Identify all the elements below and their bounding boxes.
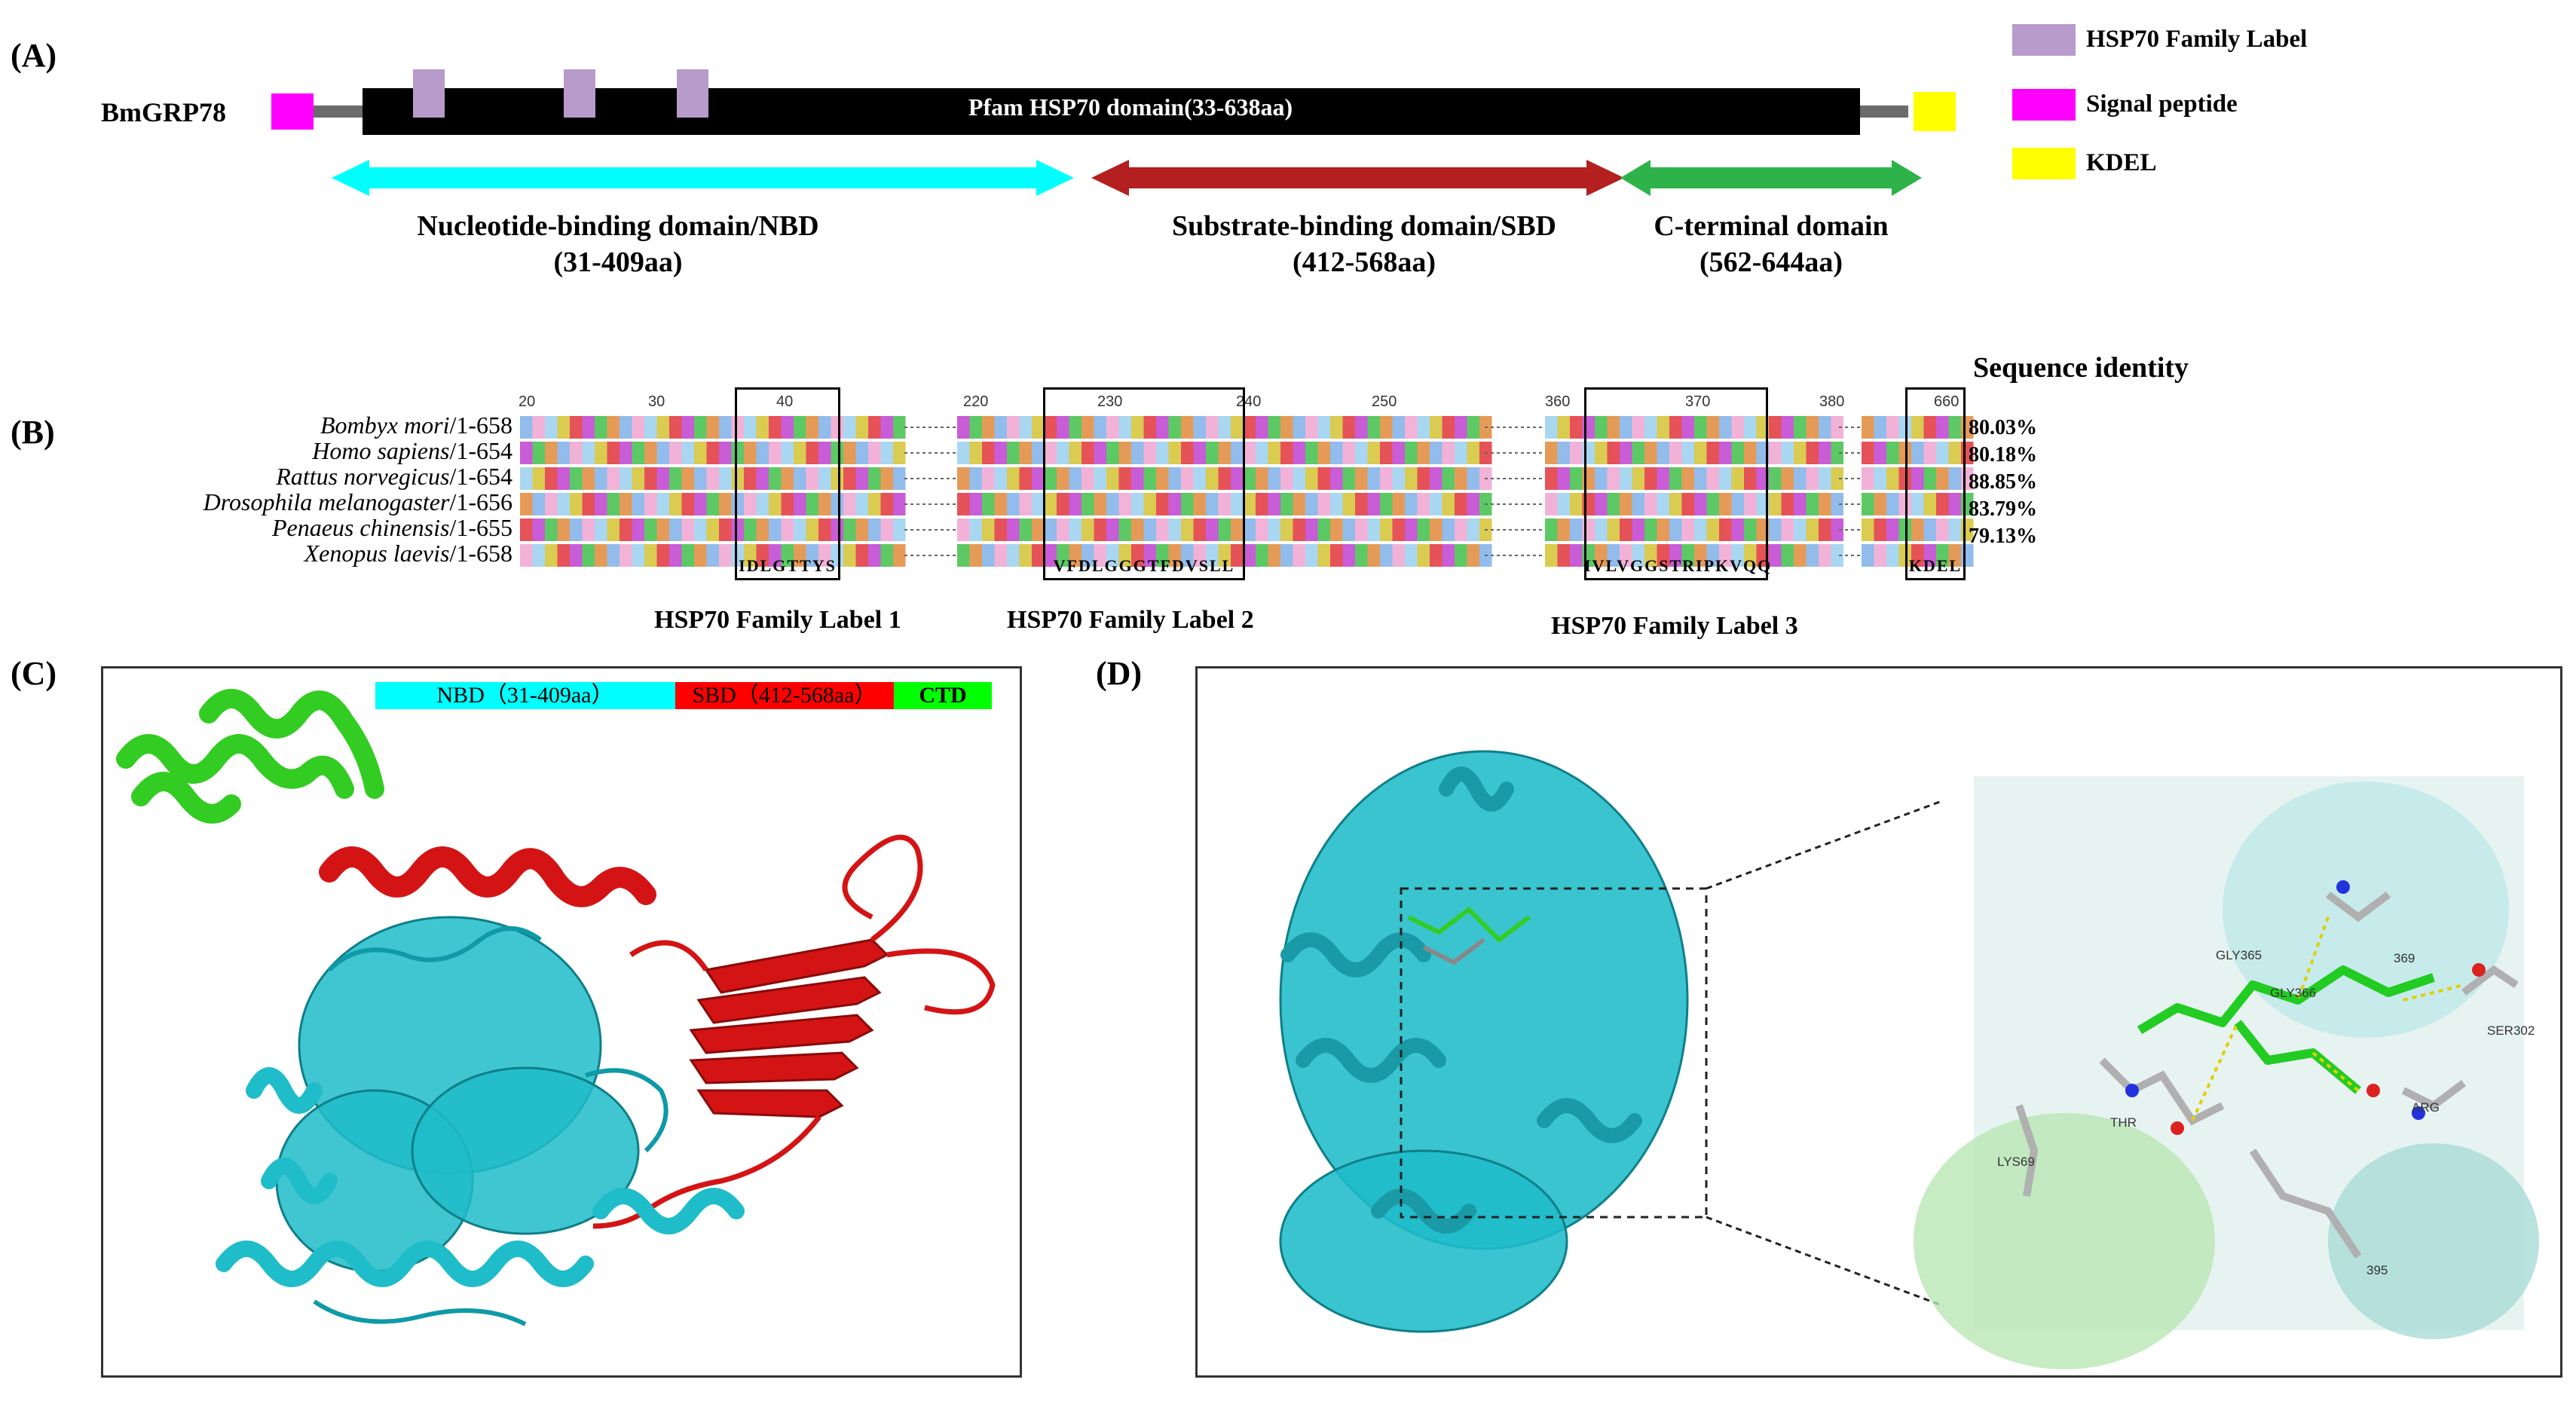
motif-box-kdel xyxy=(1905,387,1966,580)
species-label: Bombyx mori/1-658 xyxy=(320,411,512,439)
ctd-domain-range: (562-644aa) xyxy=(1699,246,1843,278)
legend-label-signal: Signal peptide xyxy=(2086,90,2238,118)
zoom-inset xyxy=(1914,776,2539,1369)
residue-label: GLY365 xyxy=(2216,948,2262,962)
sbd-loops xyxy=(592,834,996,1229)
legend-swatch-kdel xyxy=(2012,148,2076,179)
species-label: Homo sapiens/1-654 xyxy=(312,437,512,464)
kdel-box xyxy=(1914,92,1956,131)
alignment-tick: 370 xyxy=(1685,393,1711,410)
alignment-tick: 30 xyxy=(648,393,665,410)
species-label: Xenopus laevis/1-658 xyxy=(304,540,512,567)
nbd-body xyxy=(275,916,640,1273)
alignment-tick: 20 xyxy=(519,393,536,410)
legend-ctd: CTD xyxy=(894,682,992,709)
species-label: Rattus norvegicus/1-654 xyxy=(276,463,512,490)
zoom-connector-top xyxy=(1706,799,1944,890)
motif-label-1: HSP70 Family Label 1 xyxy=(654,606,901,634)
legend-label-hsp70: HSP70 Family Label xyxy=(2086,26,2308,53)
sbd-helix xyxy=(319,846,656,907)
identity-value: 80.18% xyxy=(1969,443,2037,466)
alignment-tick: 230 xyxy=(1097,393,1123,410)
legend-label-kdel: KDEL xyxy=(2086,149,2157,176)
alignment-tick: 360 xyxy=(1545,393,1571,410)
residue-label: THR xyxy=(2110,1115,2137,1130)
sequence-identity-header: Sequence identity xyxy=(1973,352,2189,384)
legend-sbd: SBD（412-568aa） xyxy=(675,682,894,709)
pfam-domain-label: Pfam HSP70 domain(33-638aa) xyxy=(968,93,1293,121)
hsp70-family-label-2 xyxy=(564,69,595,118)
alignment-tick: 40 xyxy=(776,393,794,410)
residue-label: 395 xyxy=(2366,1263,2388,1277)
legend-swatch-signal xyxy=(2012,89,2076,121)
sbd-domain-name: Substrate-binding domain/SBD xyxy=(1172,210,1556,242)
zoom-region-box xyxy=(1400,887,1708,1219)
zoom-connector-bottom xyxy=(1706,1216,1944,1308)
protein-name: BmGRP78 xyxy=(101,97,226,127)
motif-box-3 xyxy=(1584,387,1768,580)
sbd-arrow xyxy=(1091,160,1624,196)
panel-c-frame xyxy=(101,666,1022,1378)
alignment-tick: 250 xyxy=(1372,393,1397,410)
ligand-site xyxy=(1407,907,1531,965)
motif-box-2 xyxy=(1043,387,1245,580)
identity-value: 83.79% xyxy=(1969,497,2037,521)
signal-peptide-box xyxy=(271,93,314,130)
nbd-arrow xyxy=(332,160,1074,196)
sbd-beta-sheet xyxy=(689,938,889,1118)
species-label: Penaeus chinensis/1-655 xyxy=(271,514,512,541)
identity-value: 79.13% xyxy=(1969,525,2037,548)
hsp70-family-label-3 xyxy=(677,69,708,118)
alignment-tick: 240 xyxy=(1236,393,1262,410)
residue-label: SER302 xyxy=(2487,1023,2535,1038)
nbd-helices xyxy=(216,1067,745,1287)
motif-box-1 xyxy=(735,387,840,580)
legend-nbd: NBD（31-409aa） xyxy=(375,682,675,709)
residue-label: ARG xyxy=(2412,1100,2440,1115)
hsp70-family-label-1 xyxy=(413,69,445,118)
docked-protein-helices xyxy=(1280,766,1642,1234)
nbd-loops xyxy=(313,926,668,1326)
panel-d-letter: (D) xyxy=(1096,655,1143,692)
identity-value: 80.03% xyxy=(1969,416,2037,439)
alignment-tick: 660 xyxy=(1934,393,1960,410)
motif-seq-kdel: KDEL xyxy=(1908,556,1963,575)
motif-seq-2: VFDLGGGTFDVSLL xyxy=(1053,556,1235,575)
protein-structure-d xyxy=(1279,750,2539,1369)
nbd-domain-range: (31-409aa) xyxy=(553,246,683,278)
residue-label: LYS69 xyxy=(1997,1155,2035,1169)
motif-seq-3: IVLVGGSTRIPKVQQ xyxy=(1584,556,1773,575)
panel-d-frame xyxy=(1195,666,2562,1378)
species-label: Drosophila melanogaster/1-656 xyxy=(203,488,512,515)
nbd-domain-name: Nucleotide-binding domain/NBD xyxy=(417,210,819,242)
legend-swatch-hsp70 xyxy=(2012,24,2076,56)
panel-c-letter: (C) xyxy=(11,655,57,692)
residue-label: GLY366 xyxy=(2270,986,2317,1000)
ctd-arrow xyxy=(1620,160,1922,196)
alignment-tick: 220 xyxy=(963,393,989,410)
ctd-domain-name: C-terminal domain xyxy=(1654,210,1889,242)
panel-b-letter: (B) xyxy=(11,414,55,451)
sequence-alignment xyxy=(520,416,1974,567)
identity-value: 88.85% xyxy=(1969,470,2037,494)
motif-seq-1: IDLGTTYS xyxy=(739,556,837,575)
residue-label: 369 xyxy=(2394,951,2415,965)
protein-structure-c xyxy=(116,689,996,1326)
ctd-helix xyxy=(116,689,384,824)
sbd-domain-range: (412-568aa) xyxy=(1293,246,1436,278)
domain-arrows xyxy=(332,160,1922,196)
docked-protein-body xyxy=(1279,750,1689,1333)
alignment-tick: 380 xyxy=(1819,393,1845,410)
panel-a-letter: (A) xyxy=(11,37,57,74)
motif-label-2: HSP70 Family Label 2 xyxy=(1007,606,1254,634)
pfam-domain-bar xyxy=(363,88,1860,135)
motif-label-3: HSP70 Family Label 3 xyxy=(1551,612,1798,640)
